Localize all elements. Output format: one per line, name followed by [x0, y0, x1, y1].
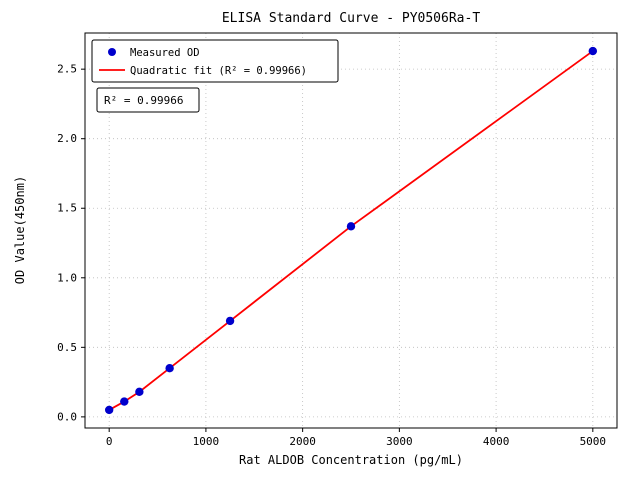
- y-tick-label: 2.5: [57, 63, 77, 76]
- y-tick-label: 1.0: [57, 271, 77, 284]
- legend-quadratic-fit-label: Quadratic fit (R² = 0.99966): [130, 65, 307, 77]
- y-tick-label: 2.0: [57, 132, 77, 145]
- data-point-marker: [588, 46, 598, 56]
- data-point-marker: [165, 363, 174, 373]
- plot-frame: [84, 32, 618, 429]
- legend-measured-od-label: Measured OD: [130, 47, 200, 59]
- x-tick-label: 4000: [483, 435, 510, 448]
- data-point-marker: [120, 397, 129, 406]
- legend: Measured OD Quadratic fit (R² = 0.99966): [91, 39, 339, 83]
- annotation-frame: [96, 87, 200, 113]
- r-squared-value: R² = 0.99966: [104, 94, 183, 107]
- x-tick-label: 0: [106, 435, 113, 448]
- x-axis-label: Rat ALDOB Concentration (pg/mL): [239, 453, 463, 467]
- x-tick-label: 2000: [289, 435, 316, 448]
- y-tick-label: 0.0: [57, 410, 77, 423]
- x-tick-label: 3000: [386, 435, 413, 448]
- chart-title: ELISA Standard Curve - PY0506Ra-T: [222, 11, 480, 26]
- y-tick-label: 0.5: [57, 341, 77, 354]
- r-squared-annotation: R² = 0.99966: [96, 87, 200, 113]
- legend-measured-od-marker-icon: [108, 48, 116, 56]
- x-tick-label: 1000: [193, 435, 220, 448]
- plot-area: 0 1000 2000 3000 4000 5000 0.0 0.5 1.0 1.5 2.0 2.5: [57, 32, 618, 448]
- x-tick-label: 5000: [580, 435, 607, 448]
- legend-frame: [91, 39, 339, 83]
- data-point-marker: [346, 222, 356, 231]
- y-axis-label: OD Value(450nm): [13, 176, 27, 284]
- data-point-marker: [225, 316, 235, 326]
- data-point-marker: [104, 405, 114, 415]
- data-point-marker: [135, 387, 144, 397]
- y-tick-label: 1.5: [57, 202, 77, 215]
